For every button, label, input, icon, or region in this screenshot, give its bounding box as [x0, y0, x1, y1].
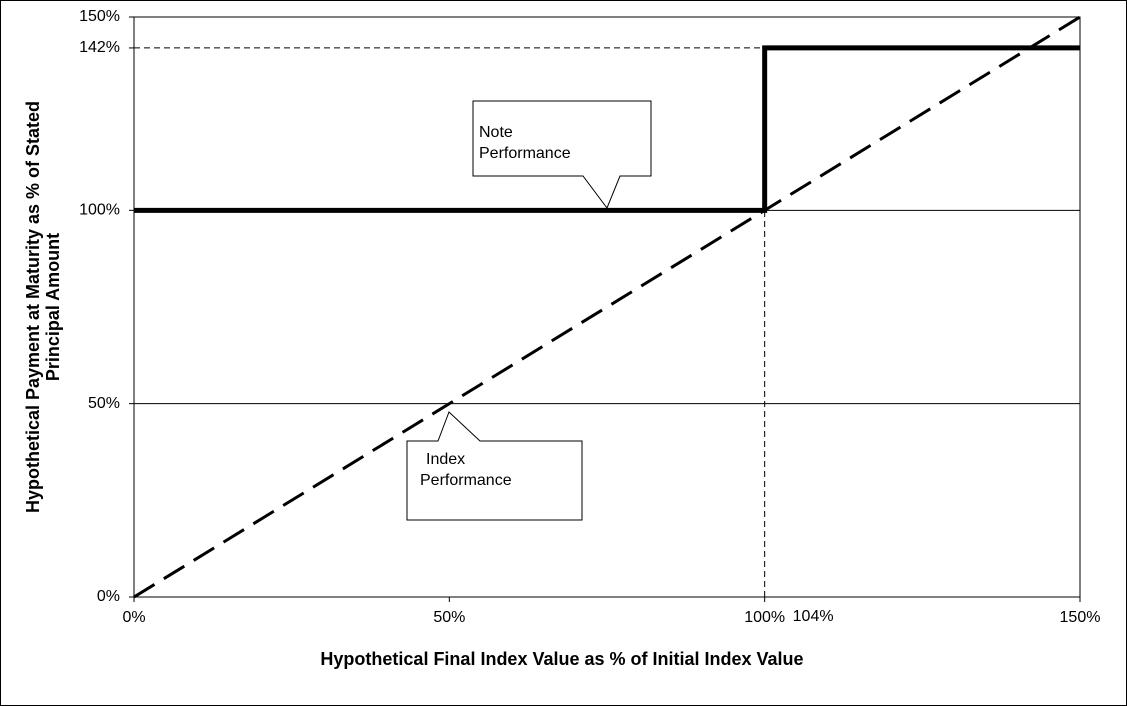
threshold-label: 104%	[793, 608, 834, 625]
callout-text: Performance	[479, 145, 571, 162]
index-line	[133, 15, 1081, 599]
note-callout: Note Performance	[472, 100, 652, 210]
y-tick-label: 50%	[88, 395, 120, 412]
y-tick-label: 100%	[79, 202, 120, 219]
callout-text: Index	[426, 451, 465, 468]
x-tick-label: 100%	[744, 609, 785, 626]
y-axis-title: Hypothetical Payment at Maturity as % of…	[23, 101, 63, 513]
callout-box	[472, 100, 652, 210]
x-tick-label: 150%	[1060, 609, 1101, 626]
x-axis-title: Hypothetical Final Index Value as % of I…	[320, 649, 803, 669]
y-axis-title-line: Hypothetical Payment at Maturity as % of…	[23, 101, 43, 513]
plot-area	[133, 16, 1081, 598]
index-callout: Index Performance	[406, 411, 583, 521]
callout-text: Performance	[420, 472, 512, 489]
y-tick-label: 150%	[79, 8, 120, 25]
x-tick-label: 0%	[122, 609, 145, 626]
y-axis-title-line: Principal Amount	[43, 233, 63, 381]
x-tick-label: 50%	[433, 609, 465, 626]
callout-text: Note	[479, 124, 513, 141]
callout-box	[406, 411, 583, 521]
y-tick-label: 0%	[97, 588, 120, 605]
y-tick-label: 142%	[79, 39, 120, 56]
marks	[133, 15, 1081, 599]
note-line	[134, 45, 1080, 213]
